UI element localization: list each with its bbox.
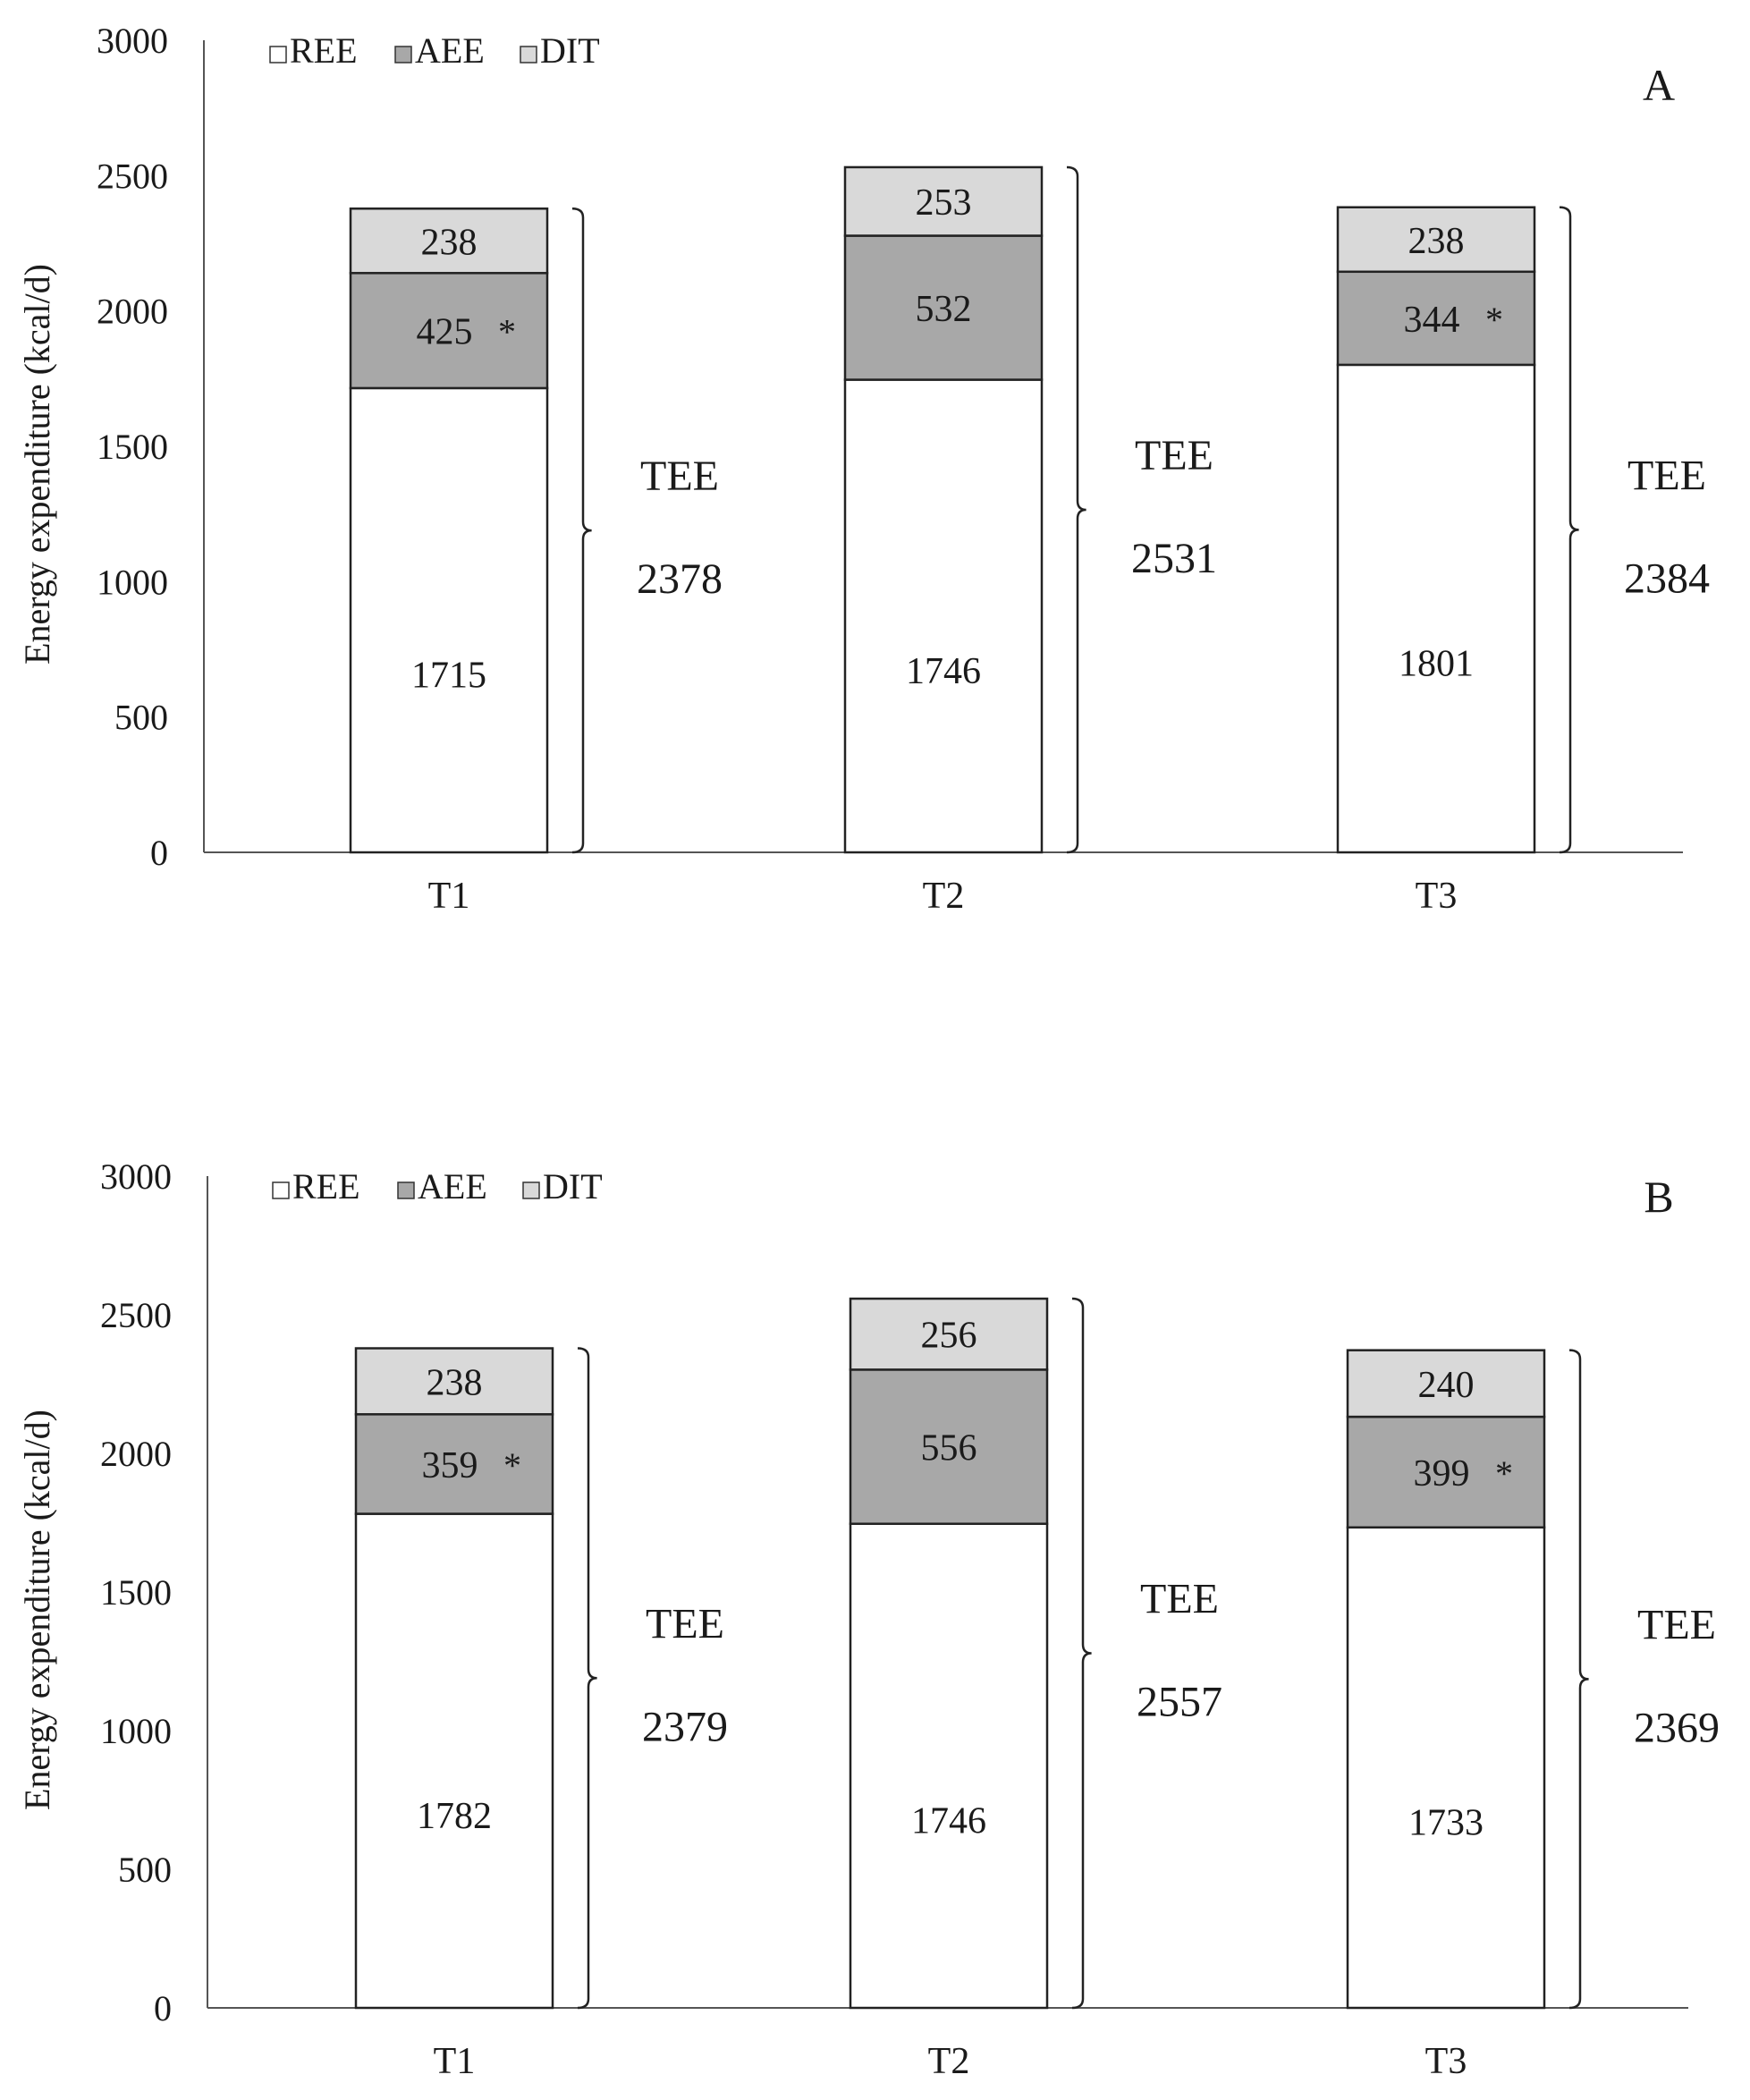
total-label: TEE (640, 453, 719, 500)
total-brace (1071, 1297, 1092, 2010)
y-tick-label: 3000 (100, 1156, 172, 1197)
bar-value-label: 556 (921, 1428, 977, 1469)
y-tick-label: 500 (118, 1850, 172, 1890)
legend-entry: AEE (418, 1166, 487, 1207)
total-label: TEE (1627, 452, 1706, 499)
bar-segment (1346, 1526, 1546, 2010)
total-value: 2384 (1624, 555, 1710, 602)
bar-segment (1346, 1349, 1546, 1418)
y-tick-label: 3000 (97, 21, 168, 61)
legend-entry: DIT (543, 1166, 603, 1207)
panel-label: B (1644, 1172, 1673, 1222)
legend-entry: REE (292, 1166, 360, 1207)
y-tick-label: 1500 (100, 1572, 172, 1613)
bar-segment (843, 234, 1044, 381)
y-tick-label: 0 (154, 1988, 172, 2028)
significance-marker: * (498, 312, 516, 352)
total-label: TEE (646, 1600, 724, 1647)
bar-value-label: 238 (421, 222, 478, 263)
bar-value-label: 344 (1404, 300, 1460, 341)
total-brace (1568, 1349, 1589, 2010)
bar-value-label: 359 (422, 1445, 478, 1486)
bar-segment (849, 1368, 1049, 1525)
legend-swatch (520, 46, 537, 64)
significance-marker: * (503, 1445, 521, 1486)
y-tick-label: 500 (114, 698, 168, 738)
bar-segment (349, 386, 549, 854)
total-value: 2557 (1137, 1679, 1222, 1726)
significance-marker: * (1485, 300, 1503, 340)
legend-swatch (397, 1181, 415, 1199)
bar-segment (1336, 270, 1536, 367)
x-tick-label: T2 (928, 2041, 970, 2082)
bar-value-label: 1782 (417, 1796, 492, 1837)
total-brace (577, 1347, 597, 2010)
bar-value-label: 1715 (411, 655, 486, 696)
y-axis-title: Energy expenditure (kcal/d) (17, 1410, 57, 1810)
y-tick-label: 1000 (100, 1711, 172, 1751)
total-label: TEE (1140, 1576, 1219, 1623)
bar-segment (1346, 1415, 1546, 1529)
legend-swatch (522, 1181, 540, 1199)
bar-value-label: 1746 (906, 651, 981, 692)
chart-panel-a: 0 500 1000 1500 2000 2500 3000 Energy expenditu… (17, 21, 1710, 917)
y-tick-label: 0 (150, 833, 168, 873)
bar-segment (849, 1522, 1049, 2010)
legend-entry: DIT (540, 30, 600, 71)
bar-value-label: 238 (427, 1362, 483, 1403)
bar-segment (354, 1413, 554, 1515)
bar-segment (849, 1297, 1049, 1371)
x-tick-label: T3 (1425, 2041, 1467, 2082)
bar-value-label: 399 (1414, 1453, 1470, 1495)
legend-entry: AEE (415, 30, 485, 71)
legend-swatch (269, 46, 287, 64)
legend-swatch (394, 46, 412, 64)
bar-value-label: 532 (916, 289, 972, 330)
bar-value-label: 1746 (911, 1800, 986, 1842)
total-value: 2379 (642, 1703, 728, 1750)
total-brace (1066, 165, 1086, 854)
legend-entry: REE (290, 30, 358, 71)
total-label: TEE (1637, 1601, 1716, 1648)
bar-segment (354, 1512, 554, 2010)
x-tick-label: T2 (923, 876, 965, 917)
panel-label: A (1643, 60, 1675, 110)
y-tick-label: 2000 (97, 292, 168, 332)
y-tick-label: 1000 (97, 562, 168, 602)
x-tick-label: T3 (1416, 876, 1458, 917)
chart-panel-b: 0 500 1000 1500 2000 2500 3000 Energy expenditu… (17, 1156, 1720, 2082)
total-value: 2531 (1131, 535, 1217, 582)
bar-segment (843, 165, 1044, 237)
total-brace (571, 207, 592, 854)
bar-value-label: 240 (1418, 1365, 1475, 1406)
bar-value-label: 425 (417, 312, 473, 353)
bar-value-label: 238 (1408, 221, 1465, 262)
bar-segment (349, 272, 549, 390)
x-tick-label: T1 (434, 2041, 476, 2082)
total-value: 2369 (1634, 1704, 1720, 1751)
total-value: 2378 (637, 555, 723, 603)
y-tick-label: 2500 (100, 1295, 172, 1335)
x-tick-label: T1 (428, 876, 470, 917)
significance-marker: * (1495, 1453, 1513, 1494)
bar-segment (1336, 206, 1536, 274)
bar-segment (349, 207, 549, 275)
bar-value-label: 256 (921, 1316, 977, 1357)
bar-value-label: 1801 (1399, 643, 1474, 684)
bar-segment (354, 1347, 554, 1416)
bar-segment (843, 378, 1044, 854)
y-tick-label: 2000 (100, 1434, 172, 1474)
bar-value-label: 1733 (1408, 1802, 1484, 1843)
y-tick-label: 1500 (97, 427, 168, 467)
y-tick-label: 2500 (97, 156, 168, 196)
total-label: TEE (1135, 432, 1213, 479)
bar-value-label: 253 (916, 182, 972, 224)
legend-swatch (272, 1181, 290, 1199)
bar-segment (1336, 363, 1536, 854)
y-axis-title: Energy expenditure (kcal/d) (17, 264, 57, 665)
total-brace (1559, 206, 1579, 854)
